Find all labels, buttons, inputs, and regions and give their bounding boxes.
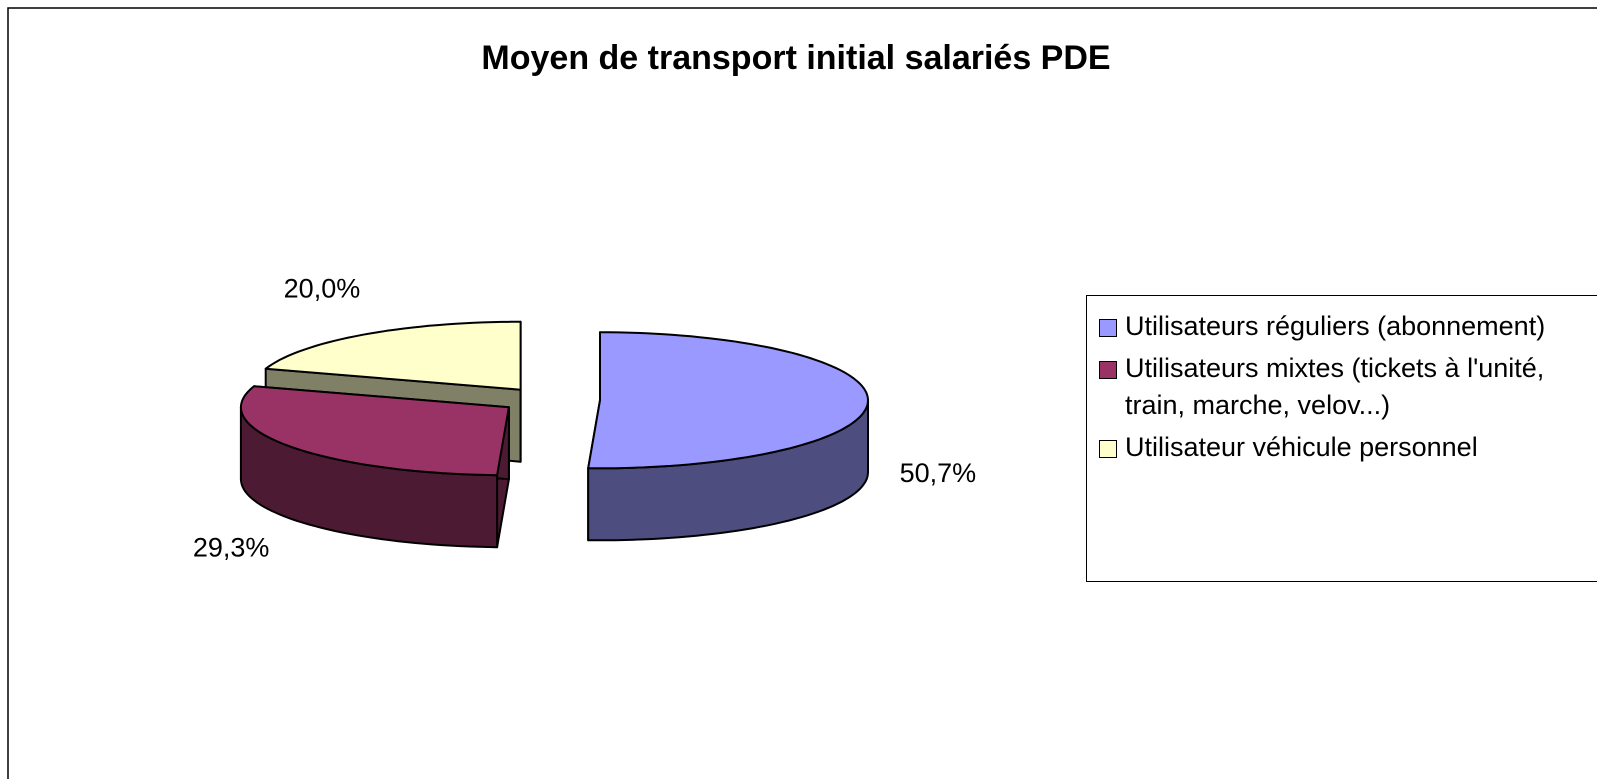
data-label: 20,0% <box>284 273 361 303</box>
legend-label: Utilisateurs mixtes (tickets à l'unité, … <box>1125 353 1545 420</box>
legend-label: Utilisateurs réguliers (abonnement) <box>1125 311 1546 341</box>
slice-top <box>264 320 522 391</box>
legend-label: Utilisateur véhicule personnel <box>1125 432 1478 462</box>
legend: Utilisateurs réguliers (abonnement) Utili… <box>1086 295 1597 582</box>
data-label: 50,7% <box>900 458 977 488</box>
legend-swatch <box>1099 319 1117 337</box>
legend-swatch <box>1099 440 1117 458</box>
legend-entry: Utilisateur véhicule personnel <box>1099 429 1579 466</box>
slice-top <box>239 385 510 477</box>
slice-top <box>587 331 869 470</box>
legend-entry: Utilisateurs mixtes (tickets à l'unité, … <box>1099 350 1579 424</box>
chart-title: Moyen de transport initial salariés PDE <box>481 39 1110 77</box>
data-label: 29,3% <box>193 532 270 562</box>
slice <box>587 331 869 542</box>
pie <box>239 320 869 549</box>
legend-swatch <box>1099 361 1117 379</box>
legend-entry: Utilisateurs réguliers (abonnement) <box>1099 308 1579 345</box>
slice <box>239 385 510 549</box>
